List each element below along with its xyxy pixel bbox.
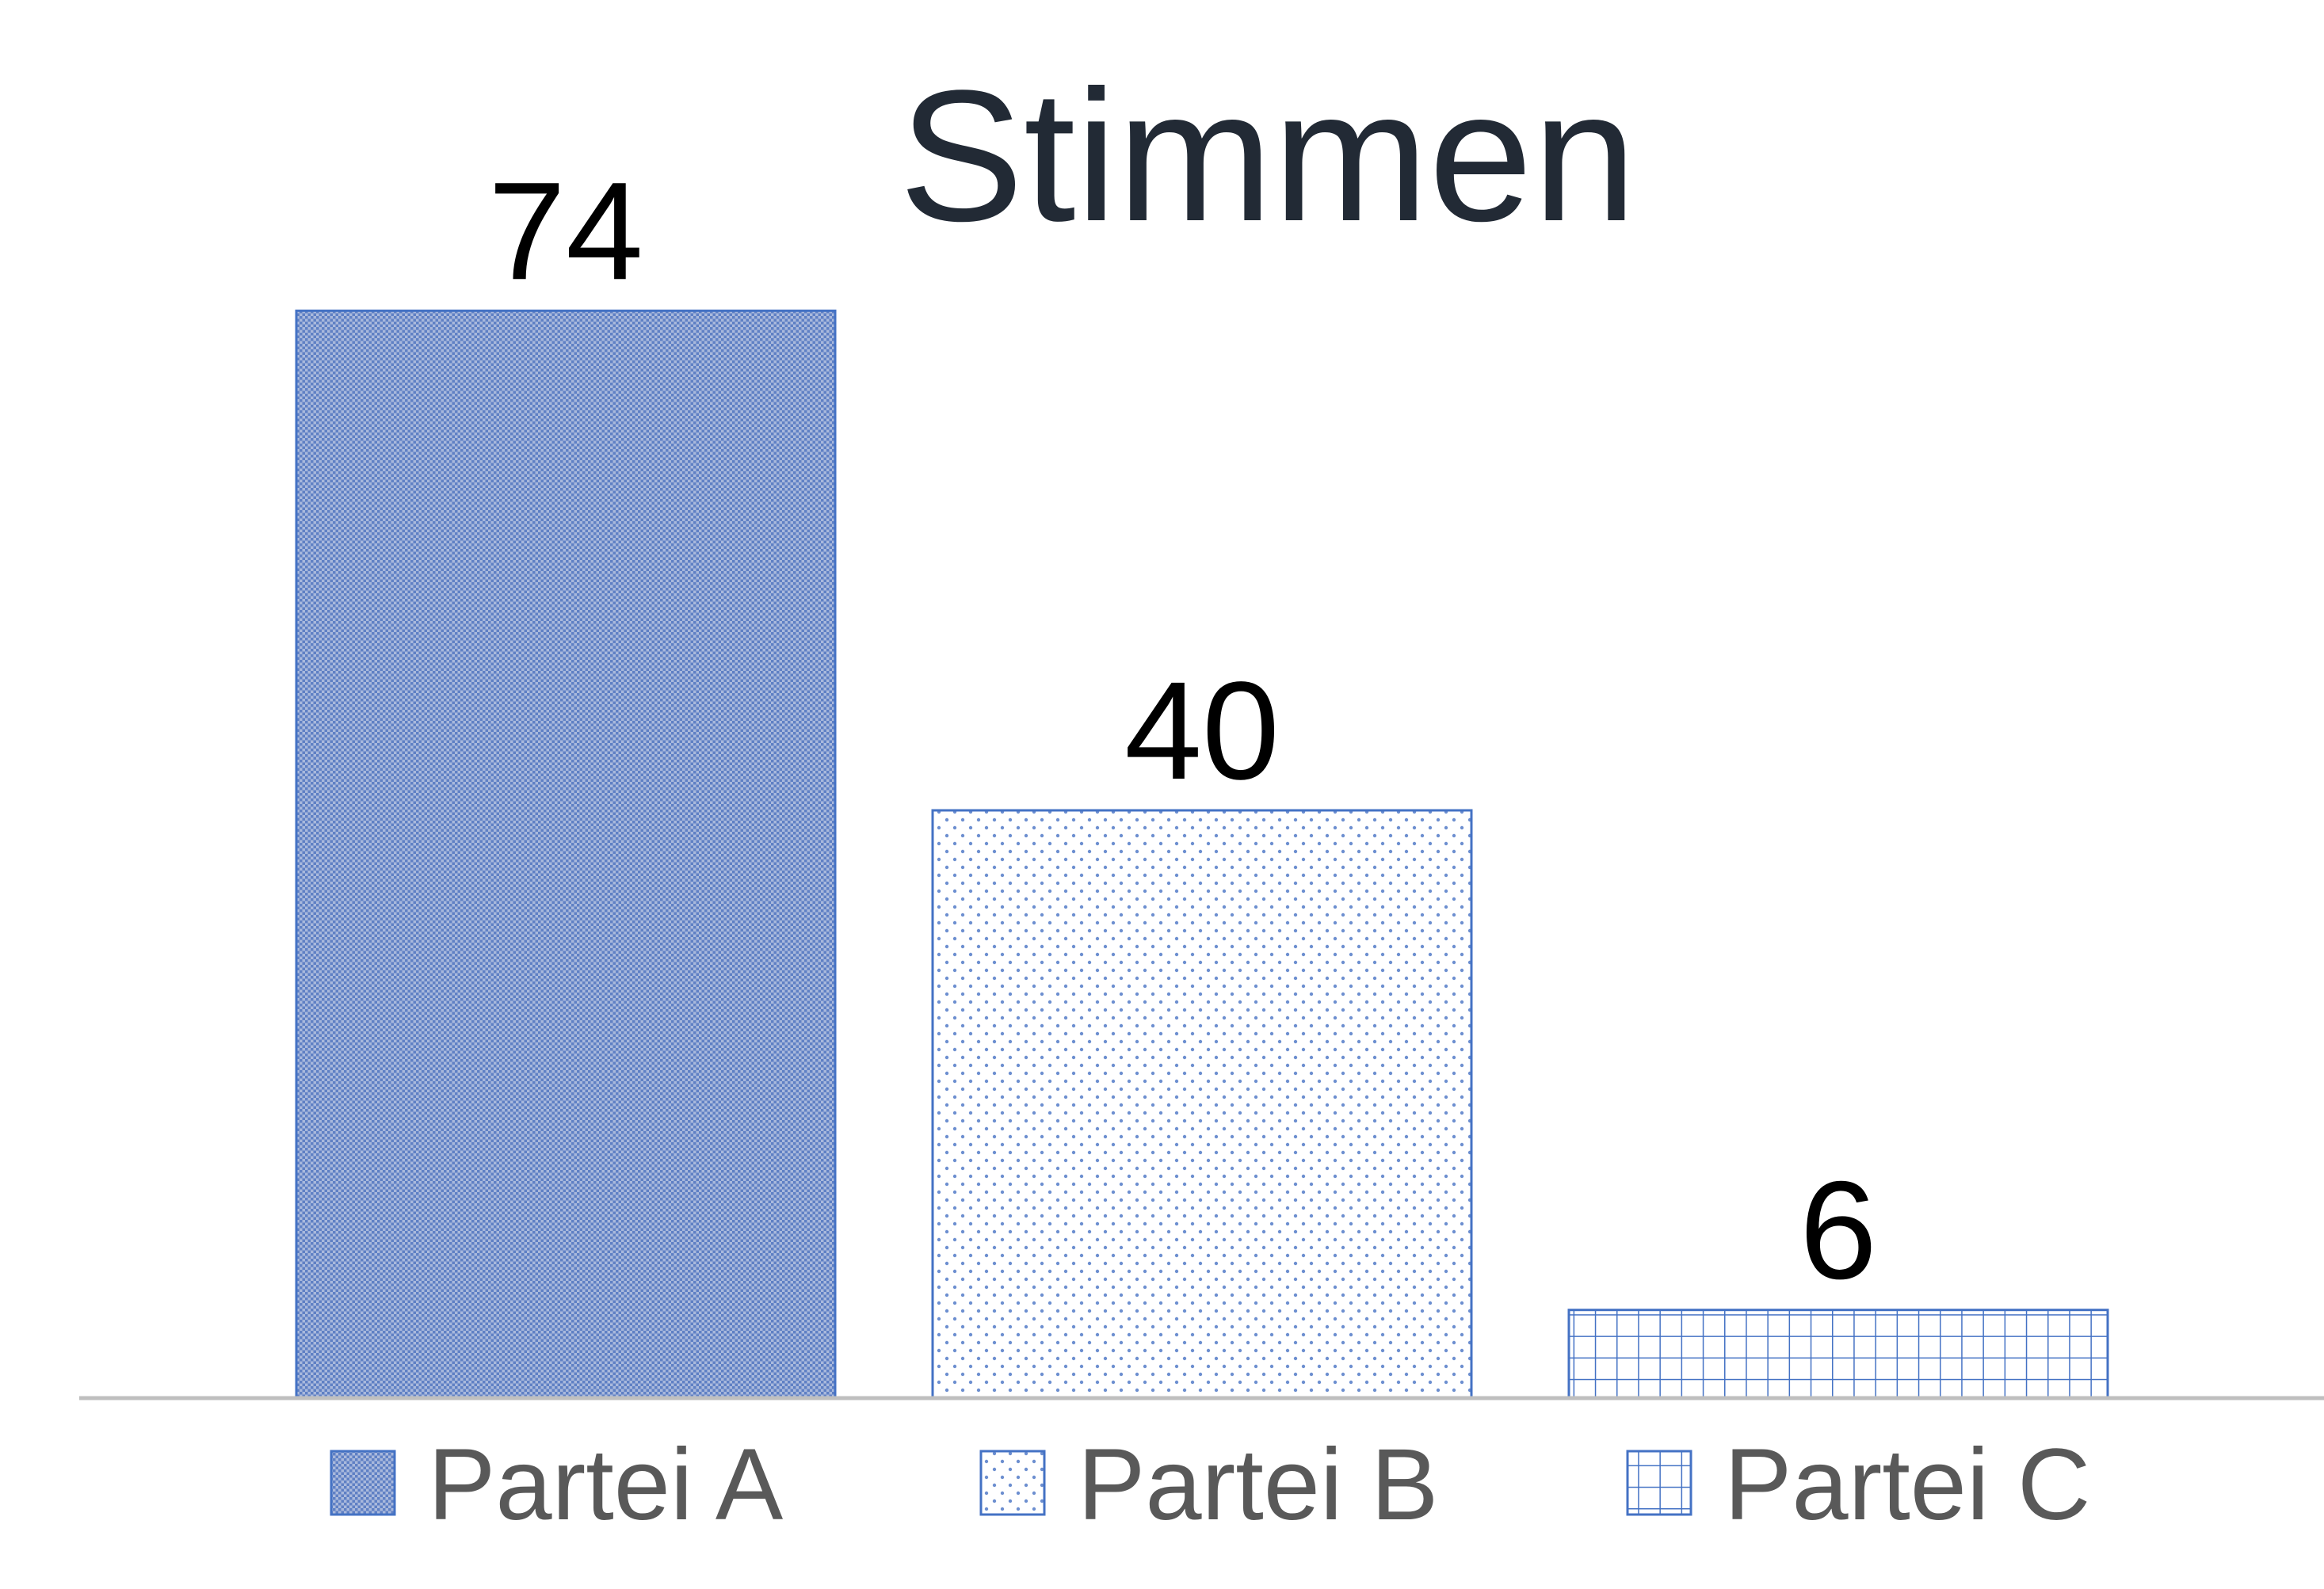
data-label-partei-a: 74 <box>488 154 643 309</box>
bar-partei-a <box>295 309 837 1400</box>
data-label-partei-c: 6 <box>1799 1153 1877 1309</box>
bar-partei-c <box>1567 1309 2109 1400</box>
legend-swatch-partei-b <box>979 1450 1046 1516</box>
legend: Partei A Partei B Partei C <box>330 1428 2090 1541</box>
data-label-partei-b: 40 <box>1124 654 1280 809</box>
legend-label-partei-a: Partei A <box>428 1428 784 1541</box>
chart-title: Stimmen <box>899 51 1636 261</box>
value-labels-group: 74 40 6 <box>488 154 1877 1308</box>
legend-swatch-partei-a <box>330 1450 396 1516</box>
legend-label-partei-b: Partei B <box>1078 1428 1438 1541</box>
bars-group <box>295 309 2109 1400</box>
legend-swatch-partei-c <box>1626 1450 1692 1516</box>
bar-partei-b <box>931 809 1473 1400</box>
legend-label-partei-c: Partei C <box>1724 1428 2090 1541</box>
